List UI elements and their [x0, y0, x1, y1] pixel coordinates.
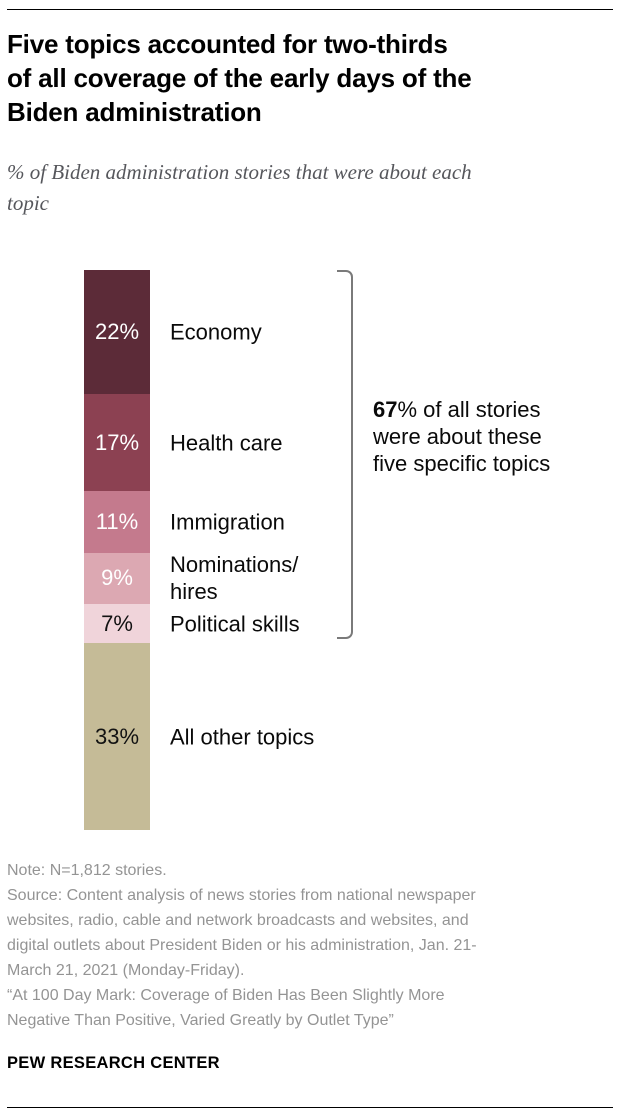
- chart-subtitle: % of Biden administration stories that w…: [7, 160, 472, 215]
- value-label-health-care: 17%: [94, 429, 140, 455]
- bar-segment-health-care: 17% Health care: [84, 394, 283, 491]
- footer: Note: N=1,812 stories. Source: Content a…: [7, 858, 609, 1076]
- category-label-political-skills: Political skills: [170, 611, 300, 637]
- annotation-text: % of all stories were about these five s…: [373, 397, 551, 476]
- category-label-economy: Economy: [170, 319, 262, 345]
- bar-segment-nominations-hires: 9% Nominations/ hires: [84, 552, 298, 604]
- bar-segment-all-other-topics: 33% All other topics: [84, 643, 314, 830]
- value-label-nominations-hires: 9%: [101, 565, 133, 591]
- source-line: Source: Content analysis of news stories…: [7, 887, 477, 979]
- brand-line: PEW RESEARCH CENTER: [7, 1054, 220, 1072]
- report-title-line: “At 100 Day Mark: Coverage of Biden Has …: [7, 987, 445, 1029]
- note-line: Note: N=1,812 stories.: [7, 862, 167, 879]
- category-label-all-other-topics: All other topics: [170, 724, 315, 750]
- annotation-bold-value: 67: [373, 397, 398, 422]
- bar-segment-political-skills: 7% Political skills: [84, 603, 300, 644]
- category-label-health-care: Health care: [170, 430, 283, 456]
- category-label-immigration: Immigration: [170, 509, 285, 535]
- bracket: [337, 270, 353, 639]
- bar-segment-immigration: 11% Immigration: [84, 490, 285, 553]
- chart-title: Five topics accounted for two-thirds of …: [7, 29, 472, 127]
- top-rule: [7, 9, 613, 10]
- value-label-all-other-topics: 33%: [94, 723, 140, 749]
- bar-segment-economy: 22% Economy: [84, 270, 262, 395]
- category-label-nominations-hires: Nominations/ hires: [170, 552, 299, 605]
- bottom-rule: [7, 1107, 613, 1108]
- stacked-bar: 22% Economy 17% Health care 11% Immigration 9%…: [84, 270, 314, 830]
- value-label-political-skills: 7%: [101, 610, 133, 636]
- value-label-economy: 22%: [94, 319, 140, 345]
- value-label-immigration: 11%: [95, 508, 139, 534]
- annotation: 67% of all stories were about these five…: [373, 396, 583, 477]
